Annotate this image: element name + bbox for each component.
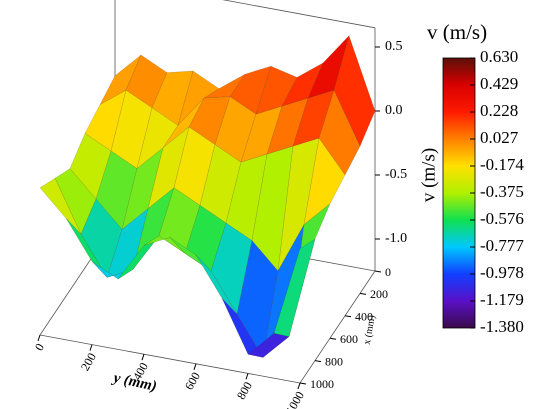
z-tick-label: -0.5 [385,167,407,182]
x-tick [374,270,382,273]
colorbar-tick-label: -0.777 [480,236,524,255]
x-tick [299,382,307,385]
z-tick-label: 0.0 [385,103,403,118]
y-axis-label: y (mm) [110,370,158,395]
box-edge [39,334,301,384]
x-tick [329,337,337,340]
x-axis-label: x (mm) [362,314,378,345]
y-tick-label: 800 [234,379,255,402]
colorbar-tick-label: -0.375 [480,182,524,201]
x-tick-label: 600 [340,332,358,346]
y-tick-label: 1000 [283,389,307,409]
y-tick [193,363,197,370]
colorbar-tick-label: -0.174 [480,155,524,174]
x-tick [314,360,322,363]
colorbar-tick-label: -1.179 [480,290,524,309]
x-tick-label: 0 [385,265,391,279]
z-axis-label: v (m/s) [418,148,439,202]
colorbar-title: v (m/s) [427,20,487,44]
colorbar [442,57,476,329]
x-tick [359,292,367,295]
colorbar-tick-label: 0.429 [480,74,518,93]
z-tick-label: 0.5 [385,39,403,54]
x-tick-label: 200 [370,287,388,301]
x-tick-label: 1000 [310,377,334,391]
colorbar-tick-label: 0.630 [480,47,518,66]
surface-patch [273,238,316,337]
colorbar-tick-label: -0.978 [480,263,524,282]
y-tick [297,382,301,390]
y-tick [37,334,41,342]
box-edge [299,270,376,384]
box-edge [222,0,376,29]
colorbar-tick-label: -0.576 [480,209,524,228]
z-tick-label: -1.0 [385,231,407,246]
x-tick-label: 400 [355,310,373,324]
y-tick-label: 0 [32,341,47,353]
y-tick [245,373,249,380]
y-tick-label: 200 [78,350,99,373]
colorbar-tick-label: 0.228 [480,101,518,120]
y-tick [141,354,145,361]
y-tick [89,344,93,351]
colorbar-tick-label: 0.027 [480,128,519,147]
surface [39,35,376,358]
x-tick [344,315,352,318]
colorbar-tick-label: -1.380 [480,317,524,336]
y-tick-label: 600 [182,370,203,393]
x-tick-label: 800 [325,354,343,368]
